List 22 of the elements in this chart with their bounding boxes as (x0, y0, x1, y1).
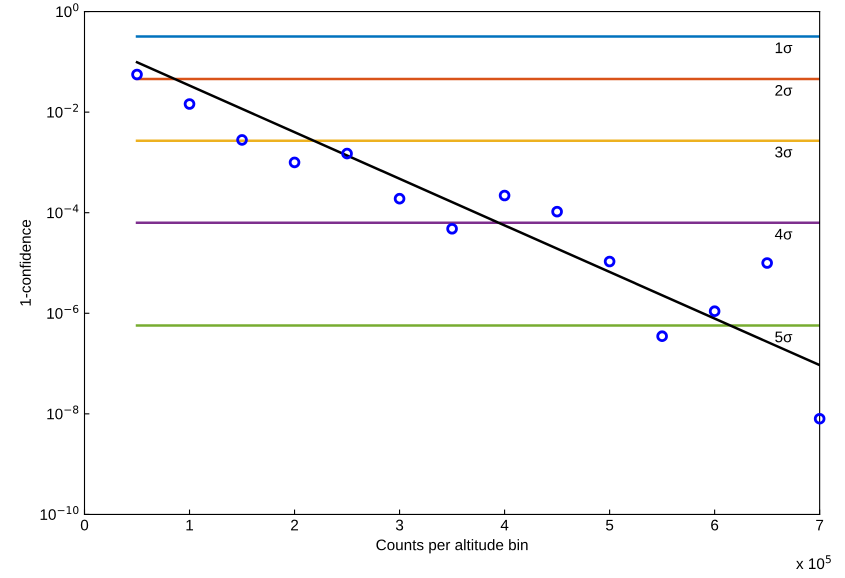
x-tick-label: 5 (606, 520, 614, 531)
series-label: 2σ (775, 85, 792, 96)
y-tick-label: 10$^{−4}$ (47, 204, 78, 218)
x-tick-label: 4 (500, 520, 508, 530)
x-tick-label: 3 (396, 520, 404, 531)
y-tick-label: 10$^{−6}$ (47, 304, 78, 319)
text: x 10$^{5}$ (796, 555, 831, 570)
x-tick-label: 1 (186, 520, 194, 530)
series-label: 4σ (774, 228, 792, 240)
y-axis-title: 1-confidence (20, 220, 31, 306)
x-tick-label: 6 (711, 520, 718, 531)
x-tick-label: 2 (291, 520, 298, 530)
y-tick-label: 10$^{0}$ (56, 3, 78, 18)
x-tick-label: 0 (80, 520, 88, 531)
y-tick-label: 10$^{−8}$ (47, 405, 78, 420)
series-label: 1σ (776, 42, 792, 54)
x-axis-title: Counts per altitude bin (376, 539, 528, 554)
y-tick-label: 10$^{−2}$ (47, 104, 78, 118)
series-label: 3σ (775, 146, 792, 158)
x-tick-label: 7 (816, 520, 824, 530)
series-label: 5σ (775, 332, 792, 342)
y-tick-label: 10$^{−10}$ (40, 506, 78, 520)
